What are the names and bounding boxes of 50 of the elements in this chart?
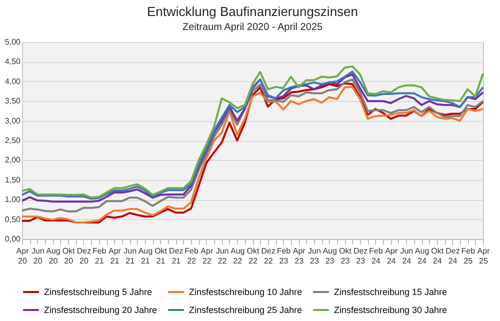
legend-label: Zinsfestschreibung 25 Jahre — [189, 305, 302, 315]
y-tick-label: 1,50 — [4, 175, 22, 184]
x-tick-label: Jun 23 — [308, 246, 321, 266]
y-tick-label: 0,00 — [4, 234, 22, 244]
x-tick-label: Aug 21 — [138, 246, 153, 266]
x-tick-label: Feb 21 — [92, 246, 107, 266]
legend-label: Zinsfestschreibung 30 Jahre — [334, 305, 448, 315]
y-tick-label: 4,50 — [4, 57, 22, 66]
legend-label: Zinsfestschreibung 10 Jahre — [189, 287, 302, 297]
x-tick-label: Apr 24 — [385, 246, 398, 266]
x-tick-label: Dez 23 — [353, 246, 368, 266]
x-tick-label: Jun 24 — [400, 246, 414, 266]
x-tick-label: Apr 22 — [200, 246, 214, 266]
x-tick-label: Feb 22 — [184, 246, 199, 266]
y-tick-label: 4,00 — [4, 76, 22, 86]
chart-title: Entwicklung Baufinanzierungszinsen — [146, 4, 358, 19]
x-tick-label: Dez 20 — [76, 246, 92, 266]
x-tick-label: Okt 23 — [338, 246, 352, 266]
x-tick-label: Okt 21 — [154, 246, 168, 266]
chart-subtitle: Zeitraum April 2020 - April 2025 — [182, 22, 323, 33]
x-tick-label: Aug 24 — [414, 246, 430, 266]
y-tick-label: 3,00 — [4, 116, 22, 126]
legend-label: Zinsfestschreibung 15 Jahre — [334, 287, 448, 297]
x-tick-label: Jun 22 — [216, 246, 229, 266]
x-tick-label: Aug 22 — [230, 246, 245, 266]
y-tick-label: 1,00 — [4, 195, 22, 204]
y-tick-label: 2,50 — [4, 136, 22, 145]
x-tick-label: Feb 25 — [461, 246, 476, 266]
x-tick-label: Aug 23 — [322, 246, 337, 266]
x-tick-label: Apr 25 — [477, 246, 490, 266]
y-tick-label: 0,50 — [4, 214, 22, 224]
x-tick-label: Okt 22 — [246, 246, 260, 266]
y-tick-label: 3,50 — [4, 96, 22, 106]
x-tick-label: Apr 20 — [16, 246, 30, 266]
x-tick-label: Aug 20 — [46, 246, 60, 266]
legend-label: Zinsfestschreibung 20 Jahre — [44, 305, 158, 315]
x-tick-label: Apr 23 — [292, 246, 306, 266]
x-tick-label: Feb 23 — [276, 246, 292, 266]
x-tick-label: Jun 21 — [124, 246, 137, 266]
x-tick-label: Dez 22 — [261, 246, 276, 266]
y-tick-label: 2,00 — [4, 156, 22, 165]
x-tick-label: Feb 24 — [369, 246, 384, 266]
x-tick-label: Jun 20 — [31, 246, 44, 266]
x-tick-label: Okt 24 — [431, 246, 444, 266]
y-tick-label: 5,00 — [4, 38, 22, 46]
x-tick-label: Okt 20 — [62, 246, 76, 266]
legend-label: Zinsfestschreibung 5 Jahre — [44, 287, 152, 297]
x-tick-label: Apr 21 — [108, 246, 122, 266]
x-tick-label: Dez 21 — [169, 246, 184, 266]
x-tick-label: Dez 24 — [446, 246, 460, 266]
